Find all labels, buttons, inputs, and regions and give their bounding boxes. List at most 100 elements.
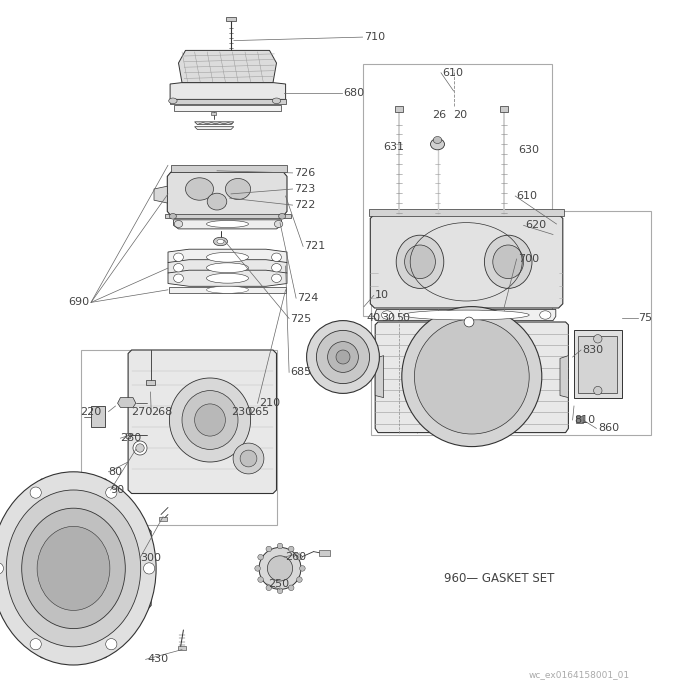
Ellipse shape bbox=[217, 239, 224, 244]
Text: 268: 268 bbox=[151, 407, 172, 416]
Ellipse shape bbox=[300, 566, 305, 571]
Text: 430: 430 bbox=[147, 654, 168, 664]
Ellipse shape bbox=[266, 546, 272, 552]
Text: 724: 724 bbox=[298, 293, 319, 303]
Ellipse shape bbox=[382, 311, 393, 319]
Ellipse shape bbox=[396, 235, 444, 288]
Ellipse shape bbox=[540, 311, 551, 319]
Ellipse shape bbox=[272, 98, 281, 104]
Polygon shape bbox=[168, 260, 287, 276]
Bar bbox=[178, 646, 186, 650]
Ellipse shape bbox=[182, 391, 238, 449]
Polygon shape bbox=[169, 287, 286, 293]
Polygon shape bbox=[168, 270, 287, 286]
Text: 631: 631 bbox=[384, 142, 405, 152]
Ellipse shape bbox=[493, 245, 524, 279]
Text: 26: 26 bbox=[433, 110, 447, 120]
Bar bbox=[171, 165, 287, 172]
Bar bbox=[146, 380, 155, 385]
Ellipse shape bbox=[106, 638, 117, 650]
Ellipse shape bbox=[484, 235, 532, 288]
Text: 10: 10 bbox=[375, 290, 389, 300]
Text: 860: 860 bbox=[598, 424, 619, 433]
Ellipse shape bbox=[233, 443, 264, 474]
Text: 830: 830 bbox=[582, 345, 603, 355]
Polygon shape bbox=[168, 249, 287, 265]
Polygon shape bbox=[375, 322, 568, 433]
Ellipse shape bbox=[206, 274, 248, 284]
Ellipse shape bbox=[133, 441, 147, 455]
Text: 725: 725 bbox=[290, 314, 312, 323]
Text: 230: 230 bbox=[231, 407, 252, 416]
Bar bbox=[226, 17, 236, 21]
Ellipse shape bbox=[258, 577, 263, 582]
Bar bbox=[500, 106, 508, 112]
Ellipse shape bbox=[214, 237, 228, 246]
Bar bbox=[363, 64, 552, 316]
Polygon shape bbox=[375, 356, 384, 398]
Ellipse shape bbox=[297, 554, 302, 560]
Text: 690: 690 bbox=[69, 298, 90, 307]
Polygon shape bbox=[167, 172, 287, 216]
Ellipse shape bbox=[430, 139, 444, 150]
Text: 960— GASKET SET: 960— GASKET SET bbox=[444, 572, 555, 584]
Polygon shape bbox=[174, 220, 281, 229]
Polygon shape bbox=[178, 50, 276, 83]
Text: 280: 280 bbox=[120, 433, 141, 443]
Ellipse shape bbox=[405, 245, 435, 279]
Ellipse shape bbox=[288, 546, 294, 552]
Polygon shape bbox=[170, 99, 286, 104]
Ellipse shape bbox=[174, 253, 183, 261]
Ellipse shape bbox=[174, 220, 183, 228]
Polygon shape bbox=[195, 127, 234, 130]
Ellipse shape bbox=[272, 274, 281, 282]
Text: 30: 30 bbox=[382, 313, 395, 323]
Text: 685: 685 bbox=[290, 368, 312, 377]
Text: 620: 620 bbox=[525, 220, 546, 230]
Ellipse shape bbox=[106, 487, 117, 498]
Polygon shape bbox=[195, 122, 234, 125]
Ellipse shape bbox=[433, 136, 442, 144]
Ellipse shape bbox=[414, 319, 529, 434]
Text: 680: 680 bbox=[343, 88, 364, 98]
Bar bbox=[371, 211, 651, 435]
Ellipse shape bbox=[6, 490, 141, 647]
Ellipse shape bbox=[258, 554, 263, 560]
Ellipse shape bbox=[255, 566, 260, 571]
Polygon shape bbox=[154, 186, 167, 203]
Ellipse shape bbox=[240, 450, 257, 467]
Bar bbox=[574, 330, 622, 398]
Bar bbox=[80, 350, 276, 525]
Ellipse shape bbox=[195, 404, 225, 436]
Ellipse shape bbox=[136, 444, 144, 452]
Ellipse shape bbox=[336, 350, 350, 364]
Polygon shape bbox=[174, 105, 281, 111]
Ellipse shape bbox=[279, 214, 286, 219]
Text: 726: 726 bbox=[294, 168, 315, 178]
Text: 75: 75 bbox=[638, 313, 652, 323]
Bar bbox=[318, 550, 330, 556]
Ellipse shape bbox=[316, 330, 370, 384]
Ellipse shape bbox=[169, 214, 176, 219]
Text: wc_ex0164158001_01: wc_ex0164158001_01 bbox=[529, 671, 630, 679]
Ellipse shape bbox=[267, 556, 293, 581]
Ellipse shape bbox=[594, 335, 602, 343]
Text: 50: 50 bbox=[396, 313, 410, 323]
Polygon shape bbox=[374, 309, 556, 321]
Ellipse shape bbox=[0, 563, 4, 574]
Ellipse shape bbox=[30, 638, 41, 650]
Polygon shape bbox=[118, 398, 136, 407]
Ellipse shape bbox=[207, 193, 227, 210]
Ellipse shape bbox=[403, 310, 529, 320]
Ellipse shape bbox=[402, 307, 542, 447]
Text: 610: 610 bbox=[517, 191, 538, 201]
Text: 80: 80 bbox=[108, 467, 122, 477]
Text: 265: 265 bbox=[248, 407, 270, 416]
Ellipse shape bbox=[328, 342, 358, 372]
Ellipse shape bbox=[206, 263, 248, 273]
Text: 721: 721 bbox=[304, 241, 326, 251]
Ellipse shape bbox=[274, 220, 283, 228]
Ellipse shape bbox=[259, 547, 301, 589]
Text: 810: 810 bbox=[574, 415, 595, 425]
Text: 40: 40 bbox=[367, 313, 381, 323]
